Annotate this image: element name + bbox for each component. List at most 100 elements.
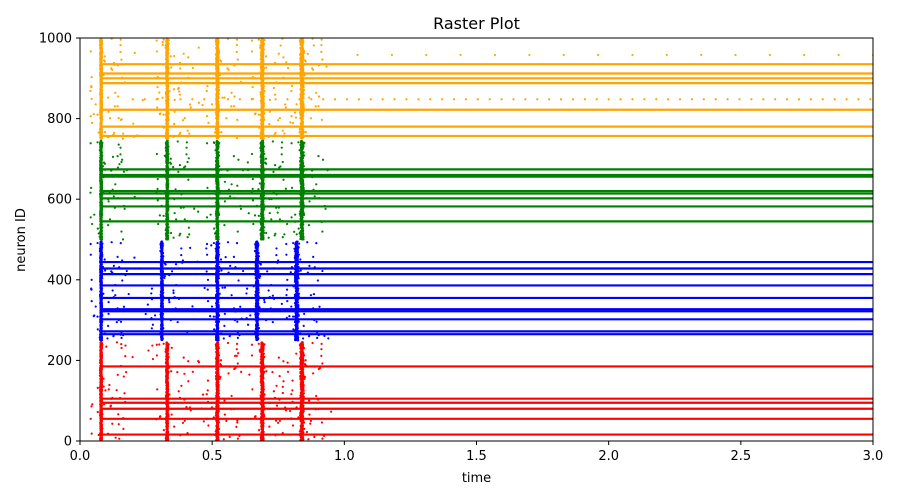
spike-point: [165, 404, 169, 407]
spike-point: [215, 417, 218, 420]
spike-point: [99, 383, 102, 386]
spike-point: [217, 377, 220, 380]
spike-point: [116, 307, 119, 310]
spike-point: [170, 270, 174, 273]
spike-point: [230, 408, 233, 411]
spike-point: [114, 294, 117, 297]
spike-point: [206, 389, 209, 392]
spike-point: [300, 436, 303, 439]
spike-point: [96, 386, 99, 389]
spike-point: [99, 283, 102, 286]
spike-point: [99, 381, 102, 384]
spike-point: [299, 345, 302, 348]
spike-point: [120, 346, 123, 350]
spike-point: [96, 410, 99, 414]
spike-point: [99, 287, 102, 290]
spike-point: [215, 407, 219, 411]
spike-point: [225, 419, 228, 422]
spike-point: [260, 387, 263, 390]
spike-point: [100, 330, 103, 334]
spike-point: [216, 430, 220, 433]
spike-point: [167, 430, 170, 433]
spike-point: [216, 342, 219, 345]
spike-point: [122, 305, 126, 308]
spike-point: [104, 389, 107, 392]
spike-point: [291, 379, 294, 382]
spike-point: [99, 270, 102, 273]
spike-point: [320, 421, 324, 424]
spike-point: [89, 253, 92, 256]
spike-point: [272, 390, 275, 393]
spike-point: [257, 429, 261, 432]
spike-point: [229, 365, 232, 368]
spike-point: [289, 409, 292, 413]
spike-point: [91, 403, 94, 406]
spike-point: [321, 362, 324, 365]
spike-point: [118, 266, 121, 269]
spike-point: [97, 433, 100, 437]
spike-point: [166, 401, 170, 404]
spike-point: [205, 417, 209, 420]
spike-point: [100, 304, 103, 308]
spike-point: [261, 412, 264, 415]
spike-point: [300, 393, 303, 397]
spike-point: [278, 375, 281, 378]
spike-point: [165, 412, 169, 415]
spike-point: [316, 398, 320, 401]
spike-point: [237, 352, 240, 355]
spike-point: [322, 434, 326, 438]
spike-point: [99, 321, 103, 325]
spike-point: [110, 241, 113, 244]
spike-point: [300, 407, 303, 411]
spike-point: [278, 398, 281, 401]
spike-point: [116, 373, 119, 376]
spike-point: [282, 360, 285, 363]
spike-point: [111, 271, 114, 274]
spike-point: [301, 397, 304, 400]
spike-point: [174, 307, 177, 310]
spike-point: [300, 359, 303, 362]
spike-point: [191, 370, 194, 373]
spike-point: [260, 404, 264, 407]
spike-point: [92, 315, 95, 318]
spike-point: [262, 407, 265, 410]
spike-point: [313, 365, 316, 368]
spike-point: [90, 278, 93, 281]
spike-point: [117, 423, 120, 426]
spike-point: [115, 389, 118, 392]
spike-point: [278, 419, 281, 422]
spike-point: [123, 308, 126, 311]
spike-point: [122, 375, 125, 378]
spike-point: [99, 351, 103, 354]
spike-point: [187, 360, 190, 363]
spike-point: [165, 363, 168, 366]
spike-point: [235, 342, 239, 346]
spike-point: [100, 371, 103, 374]
spike-point: [304, 364, 307, 367]
spike-point: [156, 388, 159, 391]
spike-point: [291, 424, 295, 427]
spike-point: [261, 422, 264, 426]
spike-point: [99, 391, 102, 395]
spike-point: [103, 258, 106, 261]
spike-point: [260, 342, 264, 345]
spike-point: [99, 414, 102, 417]
spike-point: [290, 393, 293, 396]
spike-point: [100, 326, 103, 329]
spike-point: [99, 436, 103, 439]
spike-point: [281, 391, 284, 395]
spike-point: [219, 359, 223, 362]
spike-point: [99, 367, 103, 371]
spike-point: [166, 427, 169, 430]
spike-point: [311, 341, 314, 345]
spike-point: [116, 255, 119, 258]
spike-point: [220, 433, 223, 436]
spike-point: [100, 427, 103, 430]
spike-point: [261, 384, 265, 387]
spike-point: [309, 419, 313, 422]
spike-point: [250, 354, 254, 357]
spike-point: [173, 401, 176, 405]
spike-point: [233, 354, 237, 357]
spike-point: [165, 416, 168, 419]
